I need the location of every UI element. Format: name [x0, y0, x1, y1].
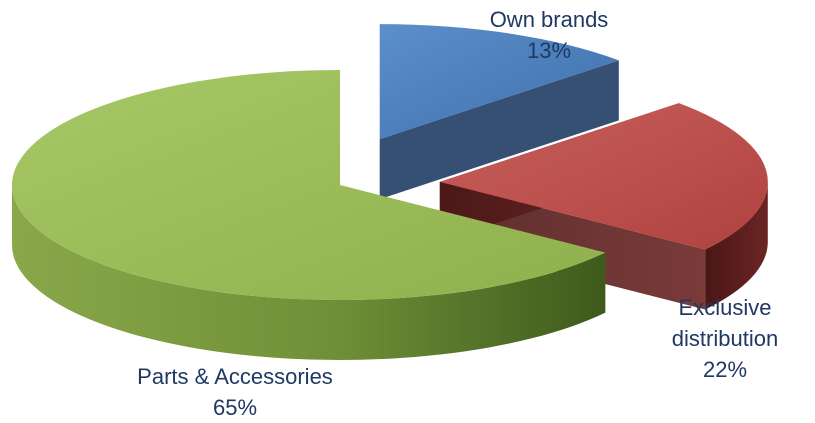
slice-top-face	[11, 70, 606, 300]
slice-label-text: Exclusive	[678, 295, 772, 320]
slice-label-text: distribution	[671, 326, 779, 351]
slice-top-face	[379, 24, 619, 140]
slice-label-own-brands: Own brands 13%	[469, 4, 629, 66]
slice-label-parts-accessories: Parts & Accessories 65%	[110, 361, 360, 423]
slice-percent: 13%	[526, 38, 572, 63]
slice-top-face	[439, 103, 768, 250]
slice-label-text: Own brands	[489, 7, 609, 32]
slice-percent: 65%	[212, 395, 258, 420]
slice-own-brands	[379, 24, 619, 200]
slice-cut-wall	[379, 60, 619, 200]
slice-side-wall	[11, 185, 606, 360]
slice-label-text: Parts & Accessories	[137, 364, 333, 389]
slice-side-wall	[705, 181, 768, 310]
slice-percent: 22%	[702, 357, 748, 382]
slice-parts-accessories	[11, 70, 606, 360]
slice-label-exclusive-distribution: Exclusive distribution 22%	[640, 292, 810, 385]
